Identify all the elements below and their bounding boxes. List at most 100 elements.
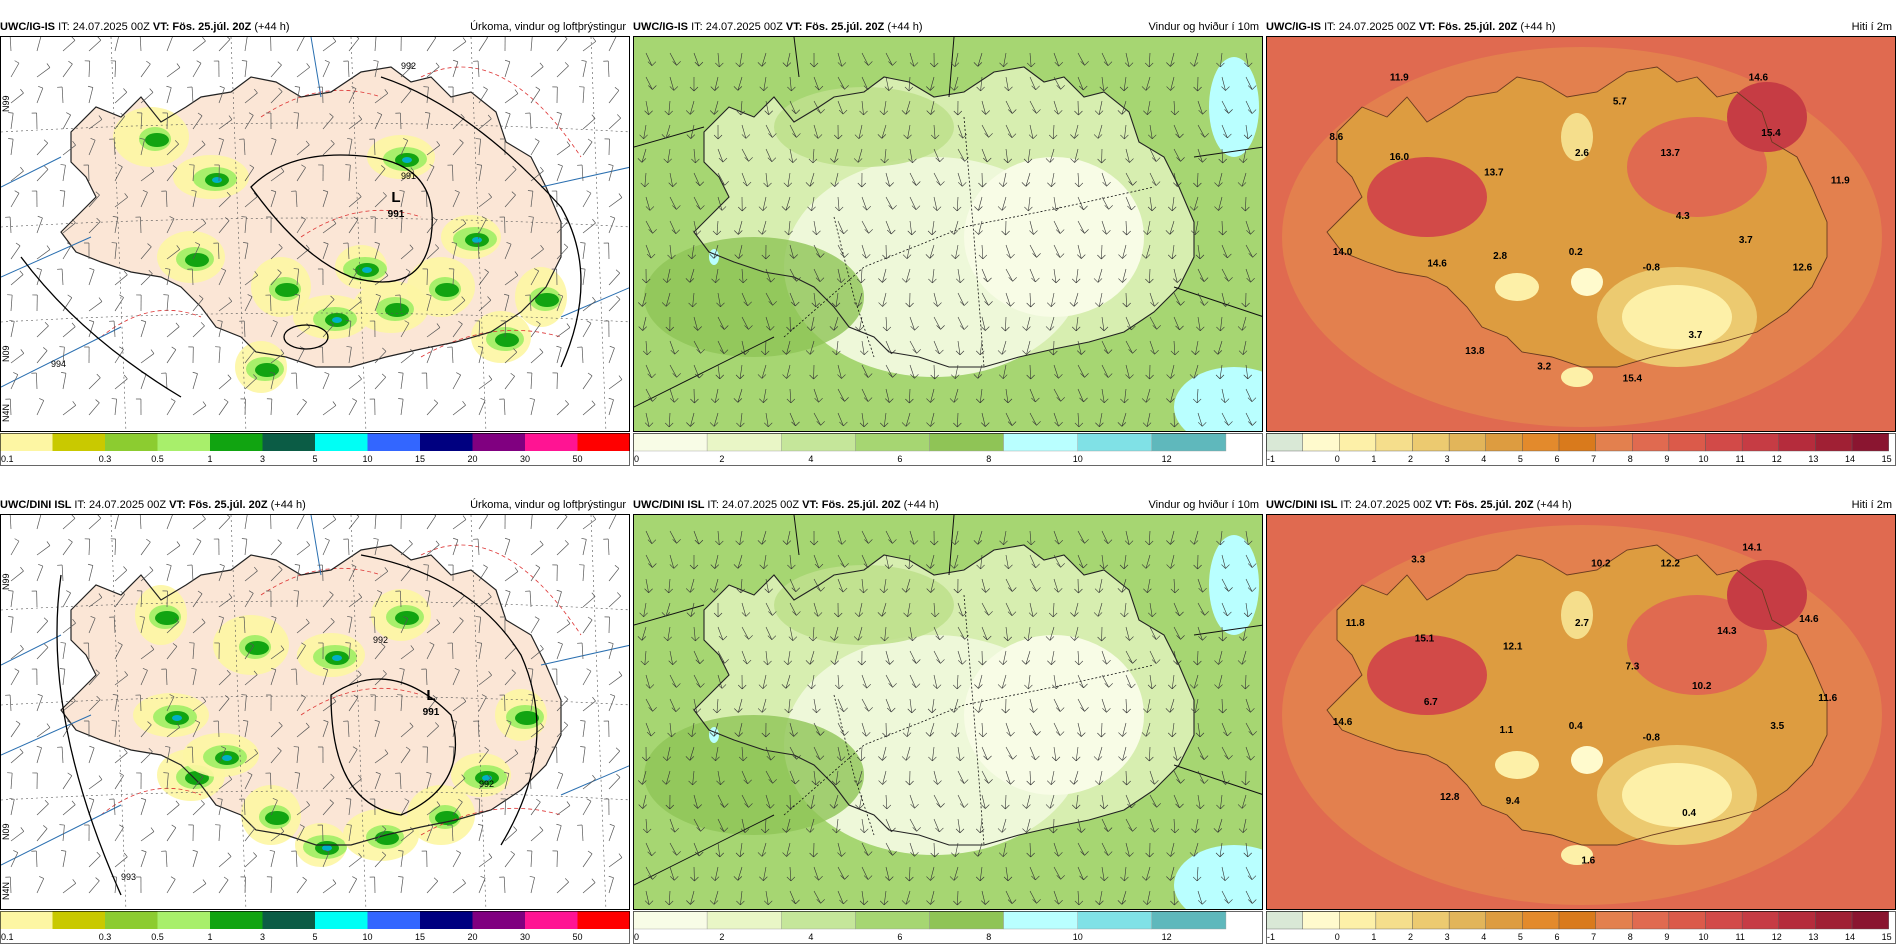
lead-time: (+44 h) [270, 499, 306, 511]
colorbar-swatch [1741, 433, 1779, 452]
colorbar-label: 3 [260, 932, 265, 942]
colorbar-swatch [1077, 433, 1153, 452]
wind-arrows [637, 530, 1257, 906]
forecast-panel-wind: UWC/IG-IS IT: 24.07.2025 00Z VT: Fös. 25… [633, 18, 1263, 466]
it-label: IT: [74, 499, 90, 511]
panel-header: UWC/IG-IS IT: 24.07.2025 00Z VT: Fös. 25… [1266, 18, 1896, 36]
colorbar-label: 9 [1664, 932, 1669, 942]
low-pressure-letter: L [391, 189, 400, 206]
temperature-value: 10.2 [1692, 681, 1712, 692]
colorbar-label: 0 [634, 932, 639, 942]
valid-time: Fös. 25.júl. 20Z [1438, 21, 1521, 33]
colorbar-swatch [1485, 911, 1523, 930]
colorbar-label: 1 [207, 454, 212, 464]
temperature-value: 3.7 [1739, 235, 1753, 246]
colorbar-swatch [1266, 433, 1303, 452]
temperature-value: 3.5 [1770, 721, 1784, 732]
colorbar-swatch [1778, 911, 1816, 930]
latitude-label: N99 [1, 95, 11, 112]
colorbar-label: 0 [1335, 454, 1340, 464]
colorbar-swatch [781, 911, 856, 930]
low-pressure-letter: L [426, 687, 435, 704]
init-time: 24.07.2025 00Z [705, 21, 786, 33]
temperature-value: 12.2 [1660, 558, 1680, 569]
colorbar-label: 30 [520, 454, 530, 464]
temperature-value: 14.0 [1333, 247, 1353, 258]
lead-time: (+44 h) [903, 499, 939, 511]
colorbar-label: 6 [1555, 932, 1560, 942]
temperature-value: 14.6 [1799, 614, 1819, 625]
colorbar-swatch [0, 433, 53, 451]
colorbar-label: 15 [415, 932, 425, 942]
temperature-values: 11.9 14.6 5.7 8.6 15.4 16.0 2.6 13.7 13.7 11.9 4.3… [1329, 73, 1850, 385]
valid-time: Fös. 25.júl. 20Z [1454, 499, 1537, 511]
colorbar-label: 14 [1845, 932, 1855, 942]
colorbar-swatch [929, 433, 1004, 452]
legend-bar: -1012345678910111213141516 [1266, 433, 1896, 466]
it-label: IT: [58, 21, 73, 33]
colorbar-swatch [52, 433, 105, 451]
colorbar-swatch [157, 433, 210, 451]
colorbar-swatch [262, 433, 315, 451]
colorbar: 0.1 0.3 0.5 1 3 5 10 15 20 30 50 [0, 911, 630, 944]
colorbar-swatch [1632, 433, 1670, 452]
colorbar-label: 0.3 [99, 454, 112, 464]
map-area [633, 514, 1263, 910]
colorbar-swatch [1448, 433, 1486, 452]
colorbar-swatch [157, 911, 210, 929]
legend-bar: 0.1 0.3 0.5 1 3 5 10 15 20 30 50 [0, 911, 630, 944]
temperature-value: 12.8 [1440, 792, 1460, 803]
temperature-value: 3.3 [1411, 555, 1425, 566]
colorbar-label: 1 [1371, 454, 1376, 464]
colorbar-label: 30 [520, 932, 530, 942]
temperature-value: 10.2 [1591, 558, 1611, 569]
colorbar-label: 6 [897, 454, 902, 464]
colorbar-label: 0.5 [151, 932, 164, 942]
colorbar-swatch [577, 911, 630, 929]
colorbar-swatch [1339, 433, 1377, 452]
colorbar-label: 5 [1518, 932, 1523, 942]
panel-title: Vindur og hviður í 10m [1148, 499, 1259, 511]
colorbar-label: 10 [1073, 932, 1083, 942]
panel-title: Úrkoma, vindur og loftþrýstingur [470, 499, 626, 511]
temperature-value: 11.9 [1831, 176, 1850, 187]
colorbar-swatch [1266, 911, 1303, 930]
temperature-value: 4.3 [1676, 211, 1690, 222]
colorbar-swatch [1632, 911, 1670, 930]
colorbar: -1012345678910111213141516 [1266, 911, 1896, 944]
colorbar-label: 7 [1591, 932, 1596, 942]
boundary-lines [634, 37, 1262, 408]
colorbar-label: 8 [1628, 454, 1633, 464]
temperature-value: 3.2 [1537, 362, 1551, 373]
latitude-label: N4N [1, 882, 11, 900]
temperature-value: 11.6 [1818, 693, 1837, 704]
low-pressure-value: 991 [423, 707, 440, 718]
temperature-value: 11.9 [1390, 73, 1409, 84]
dashed-contours [100, 544, 582, 836]
panel-header: UWC/IG-IS IT: 24.07.2025 00Z VT: Fös. 25… [0, 18, 630, 36]
colorbar-label: 10 [362, 454, 372, 464]
colorbar-swatch [1778, 433, 1816, 452]
colorbar: 0 2 4 6 8 10 12 [633, 911, 1263, 944]
colorbar-label: 2 [1408, 932, 1413, 942]
temperature-value: 15.4 [1761, 128, 1781, 139]
temperature-value: -0.8 [1643, 263, 1661, 274]
colorbar-label: 13 [1808, 932, 1818, 942]
colorbar-swatch [105, 911, 158, 929]
map-area [633, 36, 1263, 432]
colorbar-swatch [1412, 911, 1450, 930]
colorbar-swatch [1151, 433, 1227, 452]
colorbar-swatch [420, 911, 473, 929]
panel-title: Úrkoma, vindur og loftþrýstingur [470, 21, 626, 33]
colorbar-label: 0 [1335, 932, 1340, 942]
temperature-value: 15.4 [1623, 374, 1643, 385]
panel-header: UWC/DINI ISL IT: 24.07.2025 00Z VT: Fös.… [633, 496, 1263, 514]
boundary-lines [634, 515, 1262, 886]
colorbar-label: 3 [1445, 454, 1450, 464]
temperature-value: 14.1 [1742, 543, 1762, 554]
colorbar-label: 10 [362, 932, 372, 942]
colorbar-swatch [1705, 433, 1743, 452]
low-pressure-value: 991 [388, 209, 405, 220]
dashed-contours [100, 66, 582, 358]
valid-time: Fös. 25.júl. 20Z [805, 21, 888, 33]
